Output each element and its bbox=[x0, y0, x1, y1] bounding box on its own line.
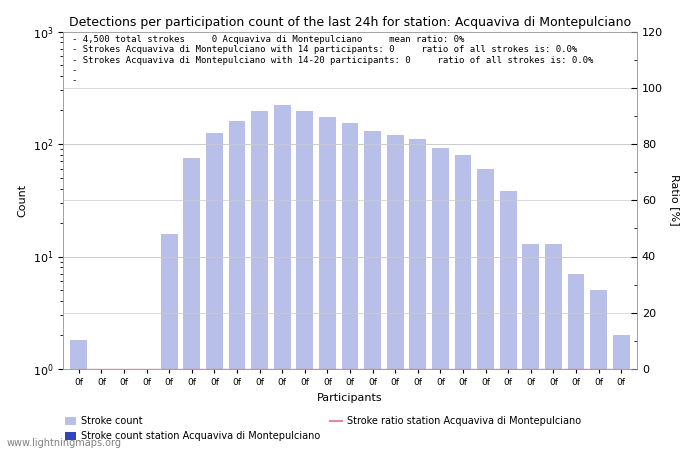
Title: Detections per participation count of the last 24h for station: Acquaviva di Mon: Detections per participation count of th… bbox=[69, 16, 631, 29]
Bar bbox=[454, 155, 472, 450]
Bar bbox=[296, 111, 314, 450]
Bar bbox=[251, 111, 268, 450]
Bar bbox=[386, 135, 404, 450]
Text: - 4,500 total strokes     0 Acquaviva di Montepulciano     mean ratio: 0%
- Stro: - 4,500 total strokes 0 Acquaviva di Mon… bbox=[71, 35, 593, 86]
Bar bbox=[612, 335, 630, 450]
Bar bbox=[461, 369, 466, 450]
Bar bbox=[76, 369, 81, 450]
Bar bbox=[370, 369, 375, 450]
Bar bbox=[228, 121, 246, 450]
Bar bbox=[438, 369, 443, 450]
Bar bbox=[99, 369, 104, 450]
Bar bbox=[347, 369, 353, 450]
Bar bbox=[206, 133, 223, 450]
Bar bbox=[234, 369, 239, 450]
Bar bbox=[274, 105, 290, 450]
Bar bbox=[432, 148, 449, 450]
Bar bbox=[93, 369, 110, 450]
Bar bbox=[342, 122, 358, 450]
Bar bbox=[410, 140, 426, 450]
Bar bbox=[280, 369, 285, 450]
Bar bbox=[568, 274, 584, 450]
Bar bbox=[619, 369, 624, 450]
Bar bbox=[573, 369, 578, 450]
Bar bbox=[138, 369, 155, 450]
Bar bbox=[545, 244, 562, 450]
Bar bbox=[212, 369, 217, 450]
Bar bbox=[500, 191, 517, 450]
Bar bbox=[483, 369, 488, 450]
Bar bbox=[590, 290, 607, 450]
Bar bbox=[364, 131, 381, 450]
Bar bbox=[122, 369, 127, 450]
Bar bbox=[393, 369, 398, 450]
Bar bbox=[144, 369, 149, 450]
Bar bbox=[189, 369, 195, 450]
Bar bbox=[302, 369, 307, 450]
Bar bbox=[522, 244, 539, 450]
Y-axis label: Ratio [%]: Ratio [%] bbox=[670, 175, 680, 226]
Text: www.lightningmaps.org: www.lightningmaps.org bbox=[7, 438, 122, 448]
Bar bbox=[167, 369, 172, 450]
Bar bbox=[477, 169, 494, 450]
Bar bbox=[319, 117, 336, 450]
Bar bbox=[116, 369, 132, 450]
Bar bbox=[528, 369, 533, 450]
X-axis label: Participants: Participants bbox=[317, 392, 383, 403]
Bar bbox=[257, 369, 262, 450]
Bar bbox=[70, 340, 88, 450]
Y-axis label: Count: Count bbox=[17, 184, 27, 217]
Bar bbox=[415, 369, 420, 450]
Bar bbox=[161, 234, 178, 450]
Bar bbox=[596, 369, 601, 450]
Bar bbox=[183, 158, 200, 450]
Bar bbox=[551, 369, 556, 450]
Bar bbox=[325, 369, 330, 450]
Legend: Stroke count, Stroke count station Acquaviva di Montepulciano, Stroke ratio stat: Stroke count, Stroke count station Acqua… bbox=[61, 413, 584, 445]
Bar bbox=[505, 369, 511, 450]
